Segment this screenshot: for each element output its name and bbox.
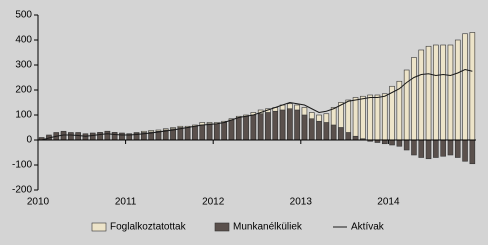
bar [89,132,96,141]
bar [433,44,439,141]
legend-swatch [214,222,230,232]
bar [352,135,359,141]
bar [316,120,322,141]
bar [265,112,271,141]
bar [301,114,308,141]
bar [381,139,388,145]
bar [323,122,330,141]
bar [440,139,446,157]
bar [469,32,476,141]
bar [294,109,300,141]
bar [462,139,468,162]
bar [352,97,359,141]
bar [440,44,446,141]
bar [360,95,366,141]
bar [104,130,111,141]
bar [75,132,81,141]
bar [308,118,315,141]
x-tick-label: 2013 [290,197,313,208]
bar [425,139,432,160]
bar [214,123,220,141]
bar [287,108,293,141]
y-tick-label: 500 [15,10,32,21]
bar [389,139,395,146]
bar [389,85,395,141]
line [41,68,473,141]
bar [338,127,344,141]
bar [454,139,461,158]
bar [228,119,235,141]
bar [68,132,74,141]
y-tick-label: 200 [15,85,32,96]
bar [418,139,425,158]
bar [418,49,425,141]
bar [403,139,410,151]
x-tick-label: 2011 [115,197,137,208]
x-tick-label: 2012 [202,197,225,208]
bar [396,139,403,147]
bar [454,39,461,141]
bar [367,94,373,141]
x-tick-label: 2010 [27,197,50,208]
y-tick-label: -200 [12,185,32,196]
legend-label: Aktívak [351,222,385,233]
bar [184,127,191,141]
bar [279,109,286,141]
bar [330,124,337,141]
bar [257,113,264,141]
bar [411,57,417,141]
y-tick-label: 0 [26,135,32,146]
bar [469,139,476,165]
bar [192,125,198,141]
y-tick-label: 100 [15,110,32,121]
bar [374,94,381,141]
bar [119,132,125,141]
bar [235,117,242,141]
bar [111,132,118,141]
bar [462,33,468,141]
y-tick-label: 300 [15,60,32,71]
bar [250,114,257,141]
bar [345,132,352,141]
legend-label: Foglalkoztatottak [110,222,187,233]
bar [447,139,454,156]
bar [381,93,388,141]
bar [82,133,89,141]
bar [272,110,279,141]
bar [97,132,103,141]
bar [425,45,432,141]
legend-swatch [91,222,107,232]
bar [433,139,439,158]
plot-area [38,15,476,190]
x-tick-label: 2014 [377,197,400,208]
bar [403,69,410,141]
bar [199,124,206,141]
bar [206,123,213,141]
bar [243,115,249,141]
legend-label: Munkanélküliek [233,222,303,233]
bar [447,44,454,141]
bar [221,122,227,141]
bar [411,139,417,156]
y-tick-label: 400 [15,35,32,46]
y-tick-label: -100 [12,160,32,171]
